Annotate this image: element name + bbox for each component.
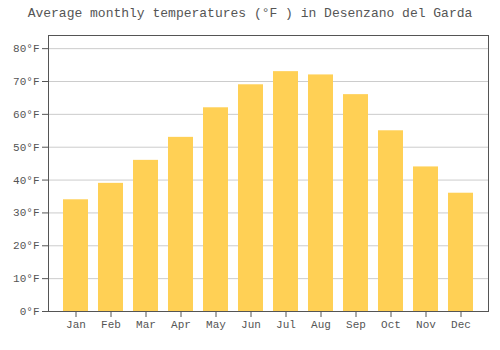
svg-text:Aug: Aug <box>311 319 331 331</box>
svg-text:Oct: Oct <box>381 319 401 331</box>
svg-text:May: May <box>206 319 226 331</box>
svg-text:Jun: Jun <box>241 319 261 331</box>
svg-text:30°F: 30°F <box>13 207 39 219</box>
svg-text:Jan: Jan <box>66 319 86 331</box>
svg-text:60°F: 60°F <box>13 109 39 121</box>
svg-text:80°F: 80°F <box>13 43 39 55</box>
svg-text:Apr: Apr <box>171 319 191 331</box>
svg-text:Mar: Mar <box>136 319 156 331</box>
svg-text:Nov: Nov <box>416 319 436 331</box>
svg-text:20°F: 20°F <box>13 240 39 252</box>
svg-text:50°F: 50°F <box>13 142 39 154</box>
svg-text:70°F: 70°F <box>13 76 39 88</box>
svg-text:40°F: 40°F <box>13 175 39 187</box>
svg-text:Sep: Sep <box>346 319 366 331</box>
html-text:Average monthly temperatures (: Average monthly temperatures (°F ) in De… <box>27 6 473 21</box>
svg-text:Dec: Dec <box>451 319 471 331</box>
svg-text:10°F: 10°F <box>13 273 39 285</box>
svg-text:Feb: Feb <box>101 319 121 331</box>
svg-text:Jul: Jul <box>276 319 296 331</box>
svg-text:0°F: 0°F <box>20 306 40 318</box>
